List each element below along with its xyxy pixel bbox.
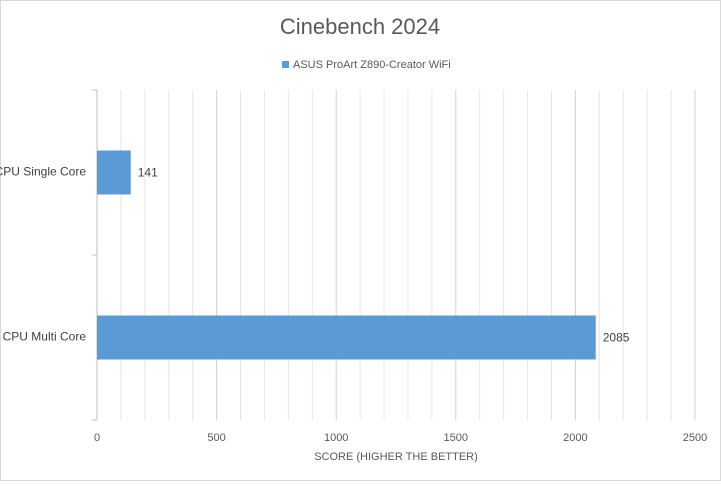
bar bbox=[97, 315, 596, 360]
x-tick-label: 1000 bbox=[324, 432, 348, 444]
y-tick-label: CPU Multi Core bbox=[3, 330, 87, 344]
legend-swatch bbox=[282, 61, 289, 68]
chart-title: Cinebench 2024 bbox=[280, 14, 440, 39]
x-tick-label: 2500 bbox=[683, 432, 707, 444]
value-label: 141 bbox=[138, 166, 158, 180]
x-tick-label: 500 bbox=[207, 432, 225, 444]
x-axis-label: SCORE (HIGHER THE BETTER) bbox=[314, 451, 478, 463]
x-tick-label: 2000 bbox=[563, 432, 587, 444]
value-label: 2085 bbox=[603, 331, 630, 345]
legend-label: ASUS ProArt Z890-Creator WiFi bbox=[293, 59, 451, 71]
x-tick-label: 0 bbox=[94, 432, 100, 444]
y-tick-label: CPU Single Core bbox=[0, 165, 86, 179]
x-tick-label: 1500 bbox=[444, 432, 468, 444]
bar bbox=[97, 150, 131, 195]
